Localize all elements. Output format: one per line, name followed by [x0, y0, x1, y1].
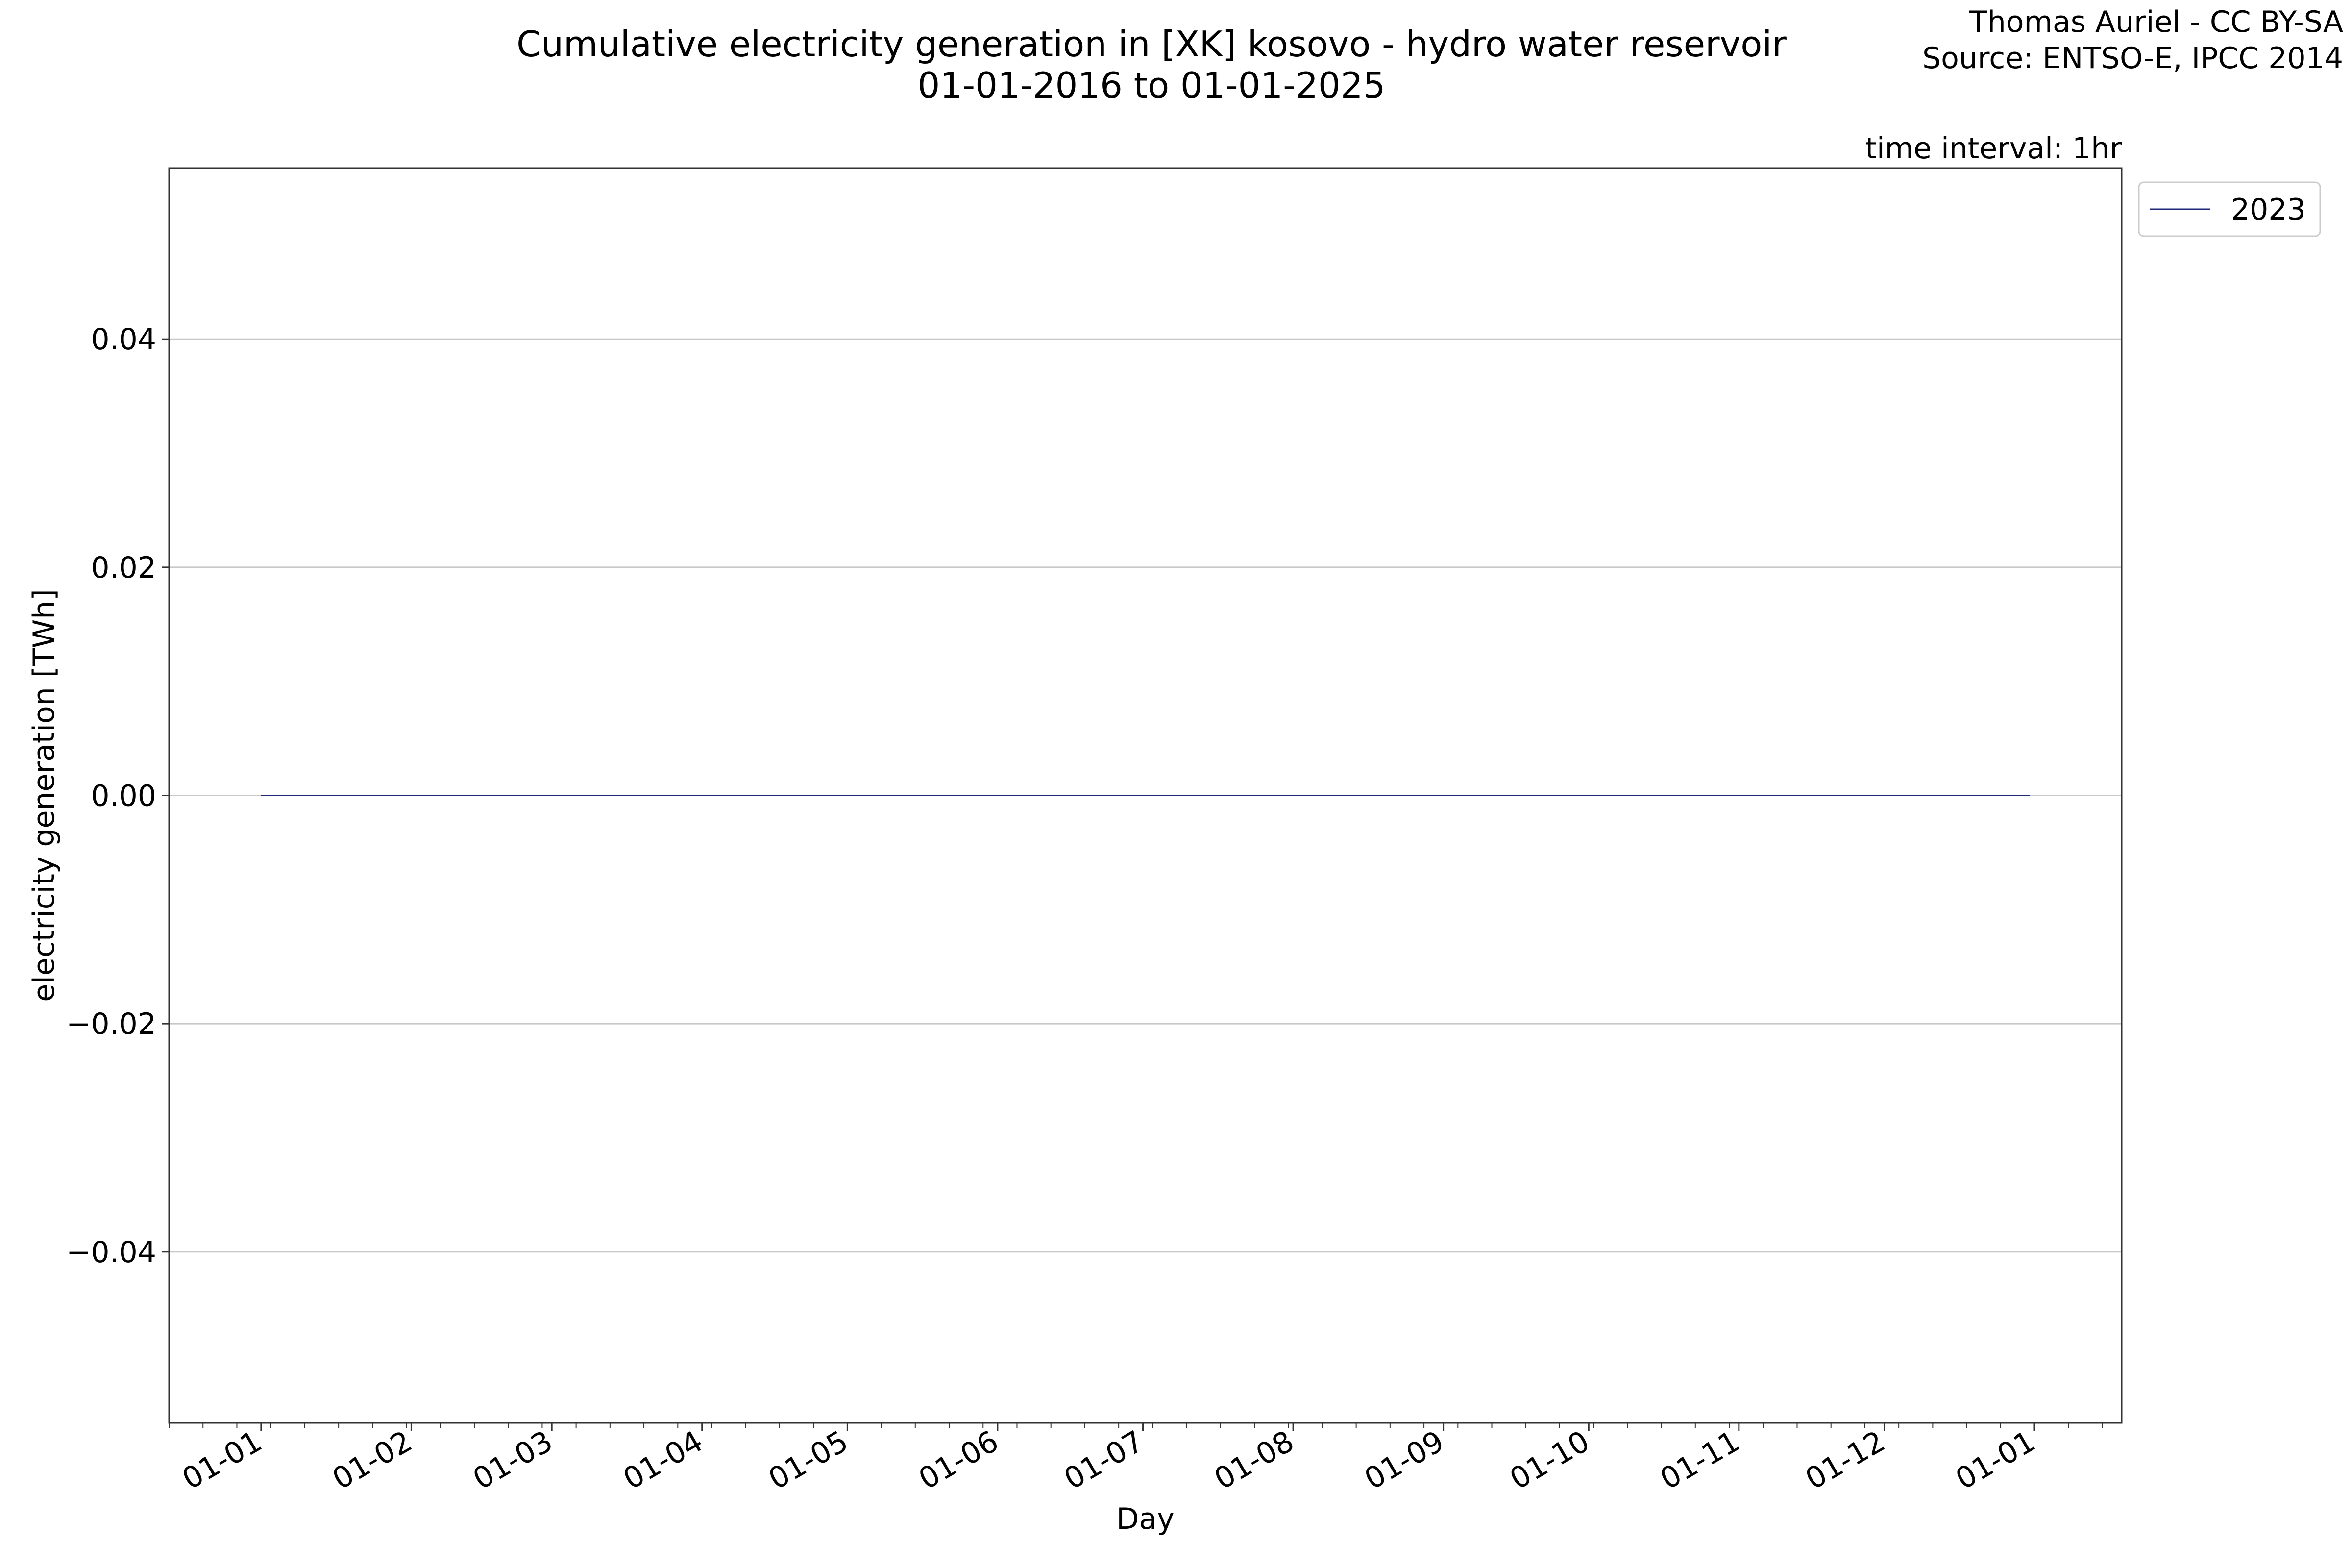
time-interval-note: time interval: 1hr: [1865, 131, 2122, 166]
chart-title-block: Cumulative electricity generation in [XK…: [516, 24, 1787, 106]
chart-subtitle: 01-01-2016 to 01-01-2025: [917, 65, 1386, 106]
x-tick-label: 01-08: [1209, 1424, 1300, 1496]
x-tick-label: 01-02: [327, 1424, 418, 1496]
x-tick-label: 01-11: [1654, 1424, 1745, 1496]
y-tick-label: 0.00: [91, 779, 156, 813]
legend-label: 2023: [2231, 193, 2306, 227]
x-tick-label: 01-03: [467, 1424, 559, 1496]
y-tick-label: −0.04: [66, 1235, 156, 1270]
legend-box: [2138, 181, 2321, 237]
x-tick-label: 01-04: [617, 1424, 709, 1496]
x-tick-label: 01-07: [1058, 1424, 1150, 1496]
y-tick-label: 0.04: [91, 322, 156, 357]
credit-author: Thomas Auriel - CC BY-SA: [1969, 5, 2343, 39]
x-tick-label: 01-06: [913, 1424, 1004, 1496]
x-tick-label: 01-05: [763, 1424, 854, 1496]
y-axis-label: electricity generation [TWh]: [27, 589, 61, 1002]
y-tick-label: −0.02: [66, 1007, 156, 1041]
x-tick-label: 01-01: [176, 1424, 268, 1496]
y-tick-label: 0.02: [91, 551, 156, 585]
chart-title: Cumulative electricity generation in [XK…: [516, 24, 1787, 65]
x-axis-label: Day: [1116, 1502, 1174, 1536]
credit-source: Source: ENTSO-E, IPCC 2014: [1922, 41, 2343, 75]
x-tick-label: 01-12: [1800, 1424, 1891, 1496]
credits: Thomas Auriel - CC BY-SA Source: ENTSO-E…: [1922, 4, 2343, 76]
plot-frame: [168, 167, 2123, 1424]
x-tick-label: 01-10: [1504, 1424, 1595, 1496]
x-tick-label: 01-01: [1950, 1424, 2041, 1496]
x-tick-label: 01-09: [1359, 1424, 1450, 1496]
